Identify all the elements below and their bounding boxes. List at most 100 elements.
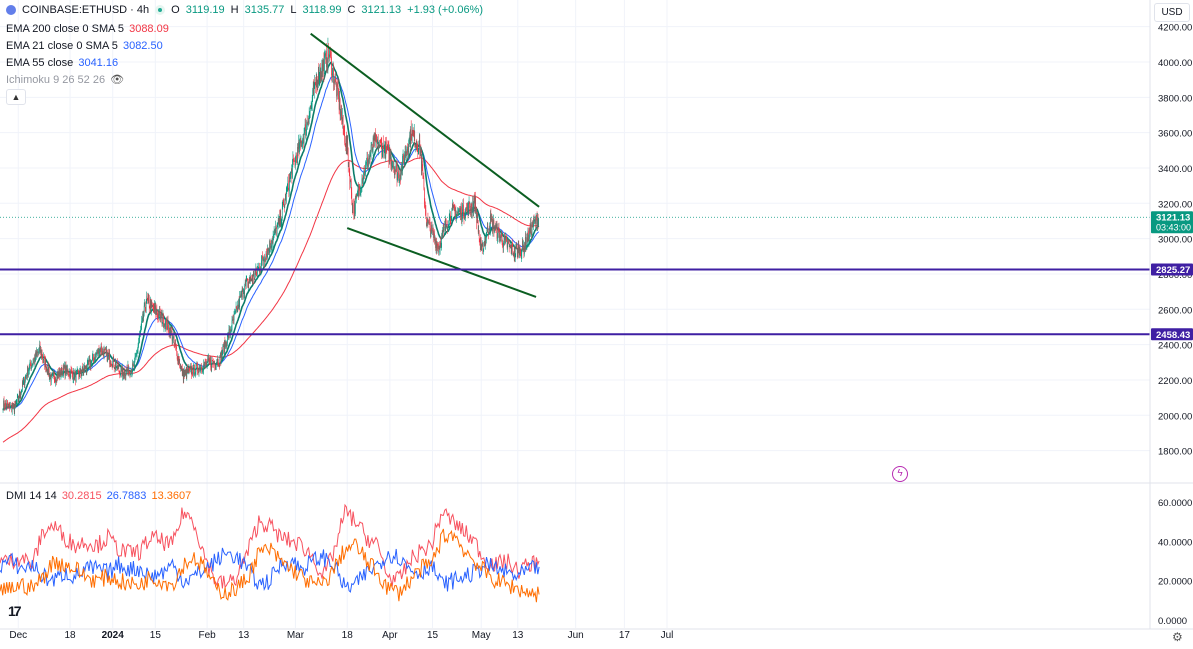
candle-body bbox=[191, 367, 192, 375]
candle-body bbox=[202, 370, 204, 372]
candle-body bbox=[3, 400, 4, 410]
candle-body bbox=[480, 241, 482, 246]
symbol-title[interactable]: COINBASE:ETHUSD · 4h bbox=[22, 4, 150, 16]
candle-body bbox=[531, 222, 533, 236]
ichimoku-legend[interactable]: Ichimoku 9 26 52 26 👁 bbox=[6, 73, 126, 86]
candle-body bbox=[474, 196, 476, 212]
candle-body bbox=[406, 152, 407, 153]
ema-200-value: 3088.09 bbox=[129, 23, 169, 35]
candle-body bbox=[203, 364, 204, 371]
candle-body bbox=[291, 169, 292, 172]
candle-body bbox=[232, 319, 234, 320]
candle-body bbox=[509, 245, 511, 246]
candle-body bbox=[185, 369, 187, 372]
dmi-minus-line bbox=[0, 547, 540, 593]
candle-body bbox=[331, 57, 332, 76]
candle-body bbox=[473, 203, 474, 212]
candle-body bbox=[511, 244, 512, 254]
candle-body bbox=[330, 51, 331, 57]
candle-body bbox=[292, 158, 294, 165]
candle-body bbox=[153, 308, 155, 311]
candle-body bbox=[530, 223, 531, 234]
open-label: O bbox=[171, 4, 180, 16]
candle-body bbox=[452, 204, 453, 210]
candle-body bbox=[335, 81, 337, 86]
candle-body bbox=[24, 381, 26, 386]
candle-body bbox=[427, 218, 428, 224]
collapse-legend-button[interactable]: ▲ bbox=[6, 89, 26, 105]
candle-body bbox=[41, 353, 42, 357]
candle-body bbox=[311, 103, 312, 104]
candle-body bbox=[221, 351, 222, 362]
candle-body bbox=[438, 248, 439, 253]
candle-body bbox=[126, 369, 127, 374]
candle-body bbox=[209, 361, 210, 363]
candle-body bbox=[473, 197, 475, 204]
candle-body bbox=[223, 345, 225, 354]
candle-body bbox=[406, 149, 408, 153]
price-axis-label: 2200.00 bbox=[1158, 376, 1192, 387]
candle-body bbox=[124, 370, 125, 376]
candle-body bbox=[70, 370, 71, 378]
candle-body bbox=[519, 246, 521, 252]
price-axis-label: 3000.00 bbox=[1158, 235, 1192, 246]
candle-body bbox=[94, 357, 95, 362]
ema-21-legend[interactable]: EMA 21 close 0 SMA 5 3082.50 bbox=[6, 40, 165, 52]
candle-body bbox=[445, 220, 447, 231]
candle-body bbox=[106, 349, 108, 362]
candle-body bbox=[209, 359, 211, 363]
candle-body bbox=[82, 366, 84, 371]
candle-body bbox=[275, 226, 277, 228]
time-axis-label: 18 bbox=[64, 630, 76, 641]
tradingview-logo-icon[interactable]: 17 bbox=[8, 603, 22, 619]
ema-200-legend[interactable]: EMA 200 close 0 SMA 5 3088.09 bbox=[6, 23, 171, 35]
candle-body bbox=[362, 179, 364, 184]
candle-body bbox=[478, 230, 479, 232]
candle-body bbox=[226, 343, 227, 347]
candle-body bbox=[401, 164, 402, 174]
candle-body bbox=[337, 85, 339, 96]
candle-body bbox=[383, 146, 385, 157]
dmi-axis-label: 20.0000 bbox=[1158, 577, 1192, 588]
currency-button[interactable]: USD bbox=[1154, 3, 1190, 22]
price-axis-label: 1800.00 bbox=[1158, 447, 1192, 458]
candle-body bbox=[327, 45, 329, 66]
settings-icon[interactable]: ⚙ bbox=[1172, 630, 1183, 644]
candle-body bbox=[68, 375, 70, 376]
candle-body bbox=[490, 214, 491, 230]
candle-body bbox=[477, 222, 479, 232]
candle-body bbox=[298, 142, 299, 150]
candle-body bbox=[460, 208, 461, 215]
candle-body bbox=[137, 345, 139, 350]
candle-body bbox=[141, 320, 142, 326]
candle-body bbox=[13, 403, 15, 405]
candle-body bbox=[435, 239, 436, 249]
candle-body bbox=[61, 367, 63, 376]
candle-body bbox=[267, 248, 268, 258]
candle-body bbox=[68, 374, 69, 376]
candle-body bbox=[484, 241, 486, 246]
dmi-legend[interactable]: DMI 14 14 30.2815 26.7883 13.3607 bbox=[6, 490, 193, 502]
candle-body bbox=[392, 165, 393, 169]
ema-55-legend[interactable]: EMA 55 close 3041.16 bbox=[6, 57, 120, 69]
candle-body bbox=[76, 370, 78, 373]
candle-body bbox=[145, 302, 147, 309]
candle-body bbox=[324, 56, 325, 74]
candle-body bbox=[142, 313, 144, 319]
candle-body bbox=[465, 211, 466, 218]
time-axis-label: 13 bbox=[512, 630, 524, 641]
candle-body bbox=[307, 121, 309, 123]
candle-body bbox=[493, 220, 494, 224]
candle-body bbox=[441, 234, 442, 248]
candle-body bbox=[110, 364, 112, 366]
candle-body bbox=[529, 228, 531, 234]
candle-body bbox=[111, 364, 112, 366]
eye-hidden-icon[interactable]: 👁 bbox=[110, 74, 125, 86]
candle-body bbox=[439, 246, 440, 250]
lightning-icon[interactable]: ϟ bbox=[892, 466, 908, 482]
candle-body bbox=[92, 354, 94, 357]
candle-body bbox=[300, 140, 302, 144]
candle-body bbox=[332, 67, 334, 69]
candle-body bbox=[383, 147, 385, 157]
